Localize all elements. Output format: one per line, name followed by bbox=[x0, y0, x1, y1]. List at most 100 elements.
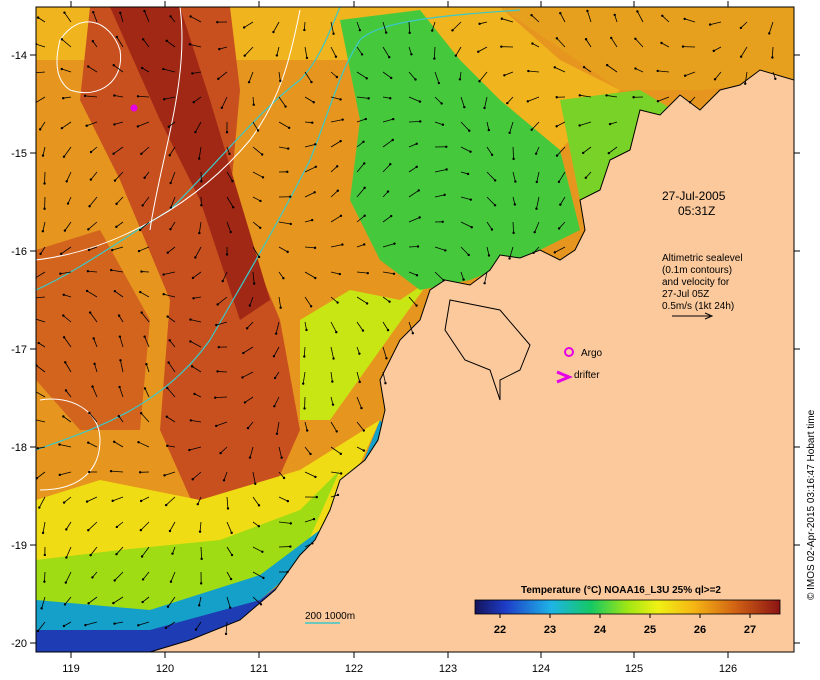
velocity-arrow bbox=[138, 246, 150, 252]
velocity-arrow bbox=[558, 221, 566, 229]
velocity-arrow bbox=[304, 421, 308, 431]
velocity-arrow-head bbox=[559, 203, 562, 206]
velocity-arrow bbox=[278, 271, 284, 279]
velocity-arrow-head bbox=[166, 444, 169, 447]
velocity-arrow-head bbox=[508, 131, 511, 134]
velocity-arrow-head bbox=[64, 581, 68, 584]
credit-text: © IMOS 02-Apr-2015 03:16:47 Hobart time bbox=[806, 409, 817, 600]
velocity-arrow-head bbox=[194, 256, 197, 259]
velocity-arrow bbox=[460, 96, 465, 108]
velocity-arrow-head bbox=[388, 56, 391, 59]
velocity-arrow-head bbox=[363, 214, 366, 217]
sst-warm-tongue bbox=[80, 7, 300, 520]
velocity-arrow-head bbox=[493, 204, 497, 207]
colorbar: Temperature (°C) NOAA16_L3U 25% ql>=2 22… bbox=[474, 585, 781, 636]
velocity-arrow bbox=[713, 46, 722, 52]
velocity-arrow bbox=[304, 71, 312, 83]
velocity-arrow-head bbox=[224, 632, 228, 636]
velocity-arrow bbox=[189, 43, 202, 48]
velocity-arrow-head bbox=[167, 125, 171, 128]
velocity-arrow bbox=[169, 146, 176, 156]
velocity-arrow bbox=[382, 243, 395, 248]
velocity-arrow-head bbox=[243, 54, 246, 57]
velocity-arrow bbox=[249, 446, 254, 458]
velocity-arrow-head bbox=[500, 45, 503, 48]
lat-tick-label: -20 bbox=[11, 638, 27, 650]
velocity-arrow-head bbox=[444, 249, 447, 252]
velocity-arrow bbox=[276, 421, 280, 434]
velocity-arrow bbox=[304, 219, 313, 223]
velocity-arrow-head bbox=[115, 225, 118, 229]
velocity-arrow-head bbox=[225, 131, 229, 134]
velocity-arrow bbox=[382, 371, 386, 384]
velocity-arrow bbox=[662, 15, 670, 23]
sst-patch-yellowgreen bbox=[300, 280, 430, 420]
velocity-arrow-head bbox=[166, 315, 169, 318]
velocity-arrow-head bbox=[362, 140, 365, 143]
velocity-arrow bbox=[536, 196, 540, 209]
velocity-arrow bbox=[119, 12, 124, 23]
velocity-arrow-head bbox=[331, 403, 335, 406]
velocity-arrow-head bbox=[279, 79, 282, 83]
velocity-arrow bbox=[635, 68, 644, 73]
velocity-arrow bbox=[486, 171, 496, 181]
velocity-arrow bbox=[330, 471, 342, 474]
velocity-arrow-head bbox=[335, 75, 339, 79]
velocity-arrow bbox=[657, 70, 670, 73]
velocity-arrow bbox=[304, 518, 315, 523]
velocity-arrow bbox=[408, 121, 421, 123]
velocity-arrow-head bbox=[91, 576, 94, 579]
velocity-arrow-head bbox=[586, 9, 589, 13]
colorbar-title: Temperature (°C) NOAA16_L3U 25% ql>=2 bbox=[521, 585, 721, 596]
buoy-marker[interactable] bbox=[130, 104, 138, 112]
velocity-arrow-head bbox=[312, 101, 315, 104]
velocity-arrow-head bbox=[386, 328, 390, 332]
velocity-arrow-head bbox=[610, 36, 613, 40]
velocity-arrow-head bbox=[111, 248, 114, 252]
velocity-arrow-head bbox=[189, 419, 193, 422]
velocity-arrow bbox=[273, 346, 280, 357]
velocity-arrow bbox=[170, 221, 176, 230]
velocity-arrow-head bbox=[140, 555, 144, 558]
velocity-arrow-head bbox=[393, 242, 396, 245]
velocity-arrow-head bbox=[62, 155, 66, 158]
velocity-arrow bbox=[304, 271, 316, 279]
velocity-arrow-head bbox=[280, 456, 283, 459]
velocity-arrow bbox=[740, 46, 748, 57]
velocity-arrow bbox=[247, 421, 254, 429]
velocity-arrow-head bbox=[416, 245, 420, 248]
velocity-arrow-head bbox=[198, 530, 202, 533]
velocity-arrow-head bbox=[190, 365, 194, 368]
velocity-arrow-head bbox=[191, 478, 194, 481]
sst-green-band bbox=[36, 470, 340, 620]
velocity-arrow bbox=[356, 321, 364, 331]
velocity-arrow bbox=[582, 146, 592, 154]
velocity-arrow bbox=[63, 416, 72, 423]
velocity-arrow-head bbox=[192, 100, 195, 104]
lat-tick-label: -18 bbox=[11, 442, 27, 454]
velocity-arrow-head bbox=[415, 304, 418, 307]
velocity-arrow-head bbox=[113, 123, 116, 126]
velocity-arrow bbox=[144, 336, 150, 348]
velocity-arrow bbox=[504, 71, 514, 76]
velocity-arrow bbox=[532, 43, 540, 48]
velocity-arrow-head bbox=[88, 311, 92, 314]
velocity-arrow-head bbox=[252, 103, 255, 106]
velocity-arrow-head bbox=[441, 123, 445, 126]
velocity-arrow-head bbox=[286, 499, 290, 503]
velocity-arrow-head bbox=[36, 447, 40, 450]
velocity-arrow bbox=[140, 291, 150, 298]
velocity-arrow-head bbox=[275, 54, 279, 57]
velocity-arrow-head bbox=[535, 180, 539, 184]
velocity-arrow bbox=[114, 95, 124, 98]
velocity-arrow-head bbox=[282, 277, 285, 280]
velocity-arrow-head bbox=[231, 179, 234, 183]
velocity-arrow-head bbox=[487, 128, 491, 132]
velocity-arrow-head bbox=[38, 128, 42, 131]
velocity-arrow-head bbox=[771, 56, 774, 59]
velocity-arrow bbox=[86, 121, 98, 127]
velocity-arrow-head bbox=[65, 556, 68, 559]
velocity-arrow-head bbox=[287, 147, 290, 150]
velocity-arrow-head bbox=[217, 345, 221, 349]
